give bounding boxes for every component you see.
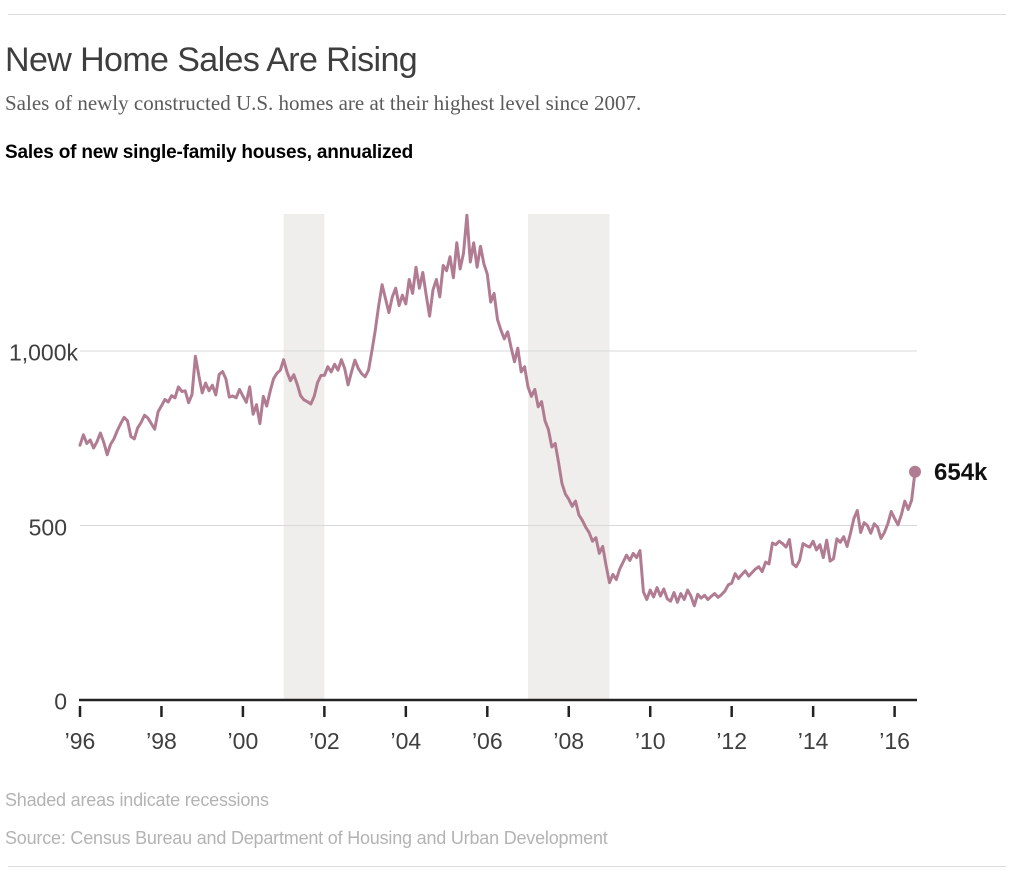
x-axis-label-1998: ’98 — [146, 728, 177, 754]
sales-line — [78, 213, 917, 608]
x-axis-label-2012: ’12 — [716, 728, 748, 754]
y-axis-label-500: 500 — [28, 514, 67, 540]
x-axis-label-2008: ’08 — [553, 728, 585, 754]
x-axis-label-2004: ’04 — [390, 728, 422, 754]
chart-kicker: Sales of new single-family houses, annua… — [5, 142, 414, 163]
top-divider — [8, 14, 1006, 15]
end-point-dot — [909, 465, 921, 478]
source-credit: Source: Census Bureau and Department of … — [5, 828, 608, 848]
chart-subtitle: Sales of newly constructed U.S. homes ar… — [5, 91, 642, 115]
y-axis-label-0: 0 — [54, 688, 67, 715]
x-axis-label-2002: ’02 — [309, 728, 340, 754]
x-axis-label-2000: ’00 — [227, 728, 259, 754]
x-axis-label-2014: ’14 — [797, 728, 829, 754]
end-value-label: 654k — [934, 459, 988, 486]
recession-band — [528, 214, 610, 700]
page-title: New Home Sales Are Rising — [5, 41, 418, 79]
recession-note: Shaded areas indicate recessions — [5, 790, 269, 810]
y-axis-label-1000: 1,000k — [8, 339, 78, 366]
recession-band — [283, 214, 325, 700]
x-axis-label-1996: ’96 — [64, 728, 96, 754]
x-axis-label-2016: ’16 — [879, 728, 910, 754]
bottom-divider — [8, 866, 1006, 867]
x-axis-label-2006: ’06 — [471, 728, 503, 754]
x-axis-label-2010: ’10 — [634, 728, 666, 754]
